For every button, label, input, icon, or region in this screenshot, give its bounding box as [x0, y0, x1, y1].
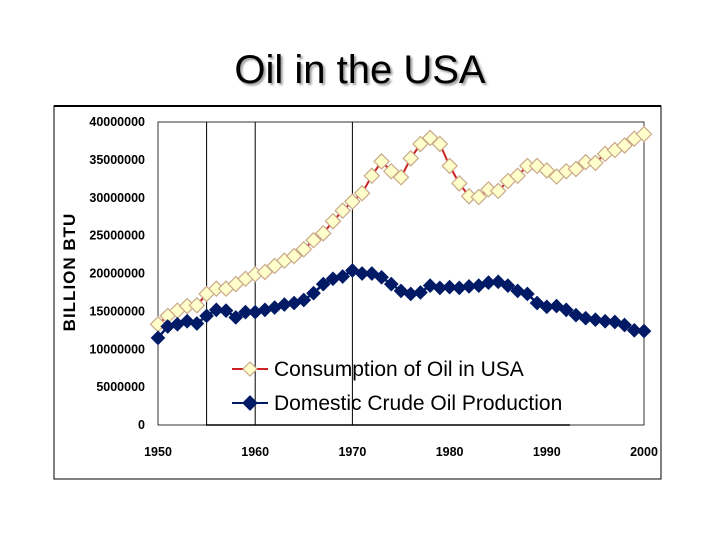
data-point: [285, 247, 303, 265]
data-point: [500, 278, 516, 293]
data-point: [636, 323, 652, 339]
data-point: [578, 310, 594, 326]
x-axis-ticks: 1950 1960 1970 1980 1990 2000: [144, 445, 658, 459]
y-tick-label: 20000000: [89, 267, 145, 281]
y-tick-label: 40000000: [89, 115, 145, 129]
data-point: [199, 308, 214, 324]
x-tick-label: 1970: [338, 445, 366, 459]
data-point: [549, 298, 564, 314]
data-point: [314, 225, 332, 242]
data-point: [635, 125, 653, 143]
data-point: [353, 184, 371, 202]
y-tick-label: 15000000: [89, 304, 145, 318]
data-point: [529, 295, 545, 311]
data-point: [315, 276, 331, 292]
data-point: [431, 135, 449, 153]
y-tick-label: 30000000: [89, 191, 145, 205]
legend: Consumption of Oil in USA Domestic Crude…: [206, 358, 570, 426]
chart-area-border: [53, 105, 662, 480]
data-point: [295, 240, 313, 258]
x-tick-label: 2000: [630, 445, 658, 459]
data-point: [442, 279, 457, 295]
y-tick-label: 5000000: [96, 380, 145, 394]
y-tick-label: 10000000: [89, 342, 145, 356]
y-tick-label: 35000000: [89, 153, 145, 167]
slide-title: Oil in the USA: [234, 48, 486, 92]
data-point: [421, 129, 439, 147]
data-point: [354, 266, 370, 281]
data-point: [616, 137, 633, 154]
data-point: [422, 278, 438, 293]
data-point: [208, 302, 224, 318]
y-axis-label: BILLION BTU: [60, 213, 79, 332]
x-tick-label: 1960: [241, 445, 269, 459]
legend-production-marker: [242, 395, 258, 411]
data-point: [617, 317, 632, 333]
y-tick-label: 25000000: [89, 229, 145, 243]
data-point: [567, 160, 585, 178]
data-point: [296, 292, 312, 308]
data-point: [324, 212, 342, 230]
data-point: [373, 153, 390, 170]
data-point: [520, 286, 535, 302]
data-point: [509, 167, 526, 185]
data-point: [626, 322, 642, 338]
data-point: [470, 188, 488, 206]
y-tick-label: 0: [138, 418, 145, 432]
y-axis-ticks: 0 5000000 10000000 15000000 20000000 25000000…: [89, 115, 145, 432]
data-point: [305, 231, 322, 249]
legend-consumption-marker: [242, 361, 258, 377]
data-point: [402, 150, 420, 167]
data-point: [179, 313, 195, 329]
data-point: [558, 302, 574, 318]
data-point: [238, 304, 253, 320]
data-point: [413, 285, 428, 300]
data-point: [374, 269, 389, 285]
data-point: [334, 202, 352, 219]
data-point: [382, 162, 400, 180]
data-point: [218, 303, 234, 318]
series-layer: [149, 125, 653, 346]
data-point: [568, 307, 584, 323]
series-production: [150, 263, 652, 346]
data-point: [588, 312, 603, 328]
data-point: [188, 296, 206, 314]
data-point: [150, 330, 166, 346]
data-point: [392, 168, 410, 186]
data-point: [306, 285, 321, 301]
x-tick-label: 1950: [144, 445, 172, 459]
x-tick-label: 1980: [436, 445, 464, 459]
data-point: [228, 310, 244, 325]
legend-consumption-label: Consumption of Oil in USA: [274, 358, 524, 381]
data-point: [363, 167, 381, 185]
data-point: [383, 276, 399, 292]
data-point: [450, 175, 468, 192]
data-point: [344, 193, 361, 210]
data-point: [597, 313, 613, 329]
x-tick-label: 1990: [533, 445, 561, 459]
data-point: [489, 182, 507, 200]
series-consumption: [149, 125, 653, 333]
legend-production-label: Domestic Crude Oil Production: [274, 392, 562, 415]
data-point: [335, 269, 351, 284]
data-point: [587, 154, 604, 172]
data-point: [441, 157, 458, 175]
data-point: [189, 316, 205, 331]
